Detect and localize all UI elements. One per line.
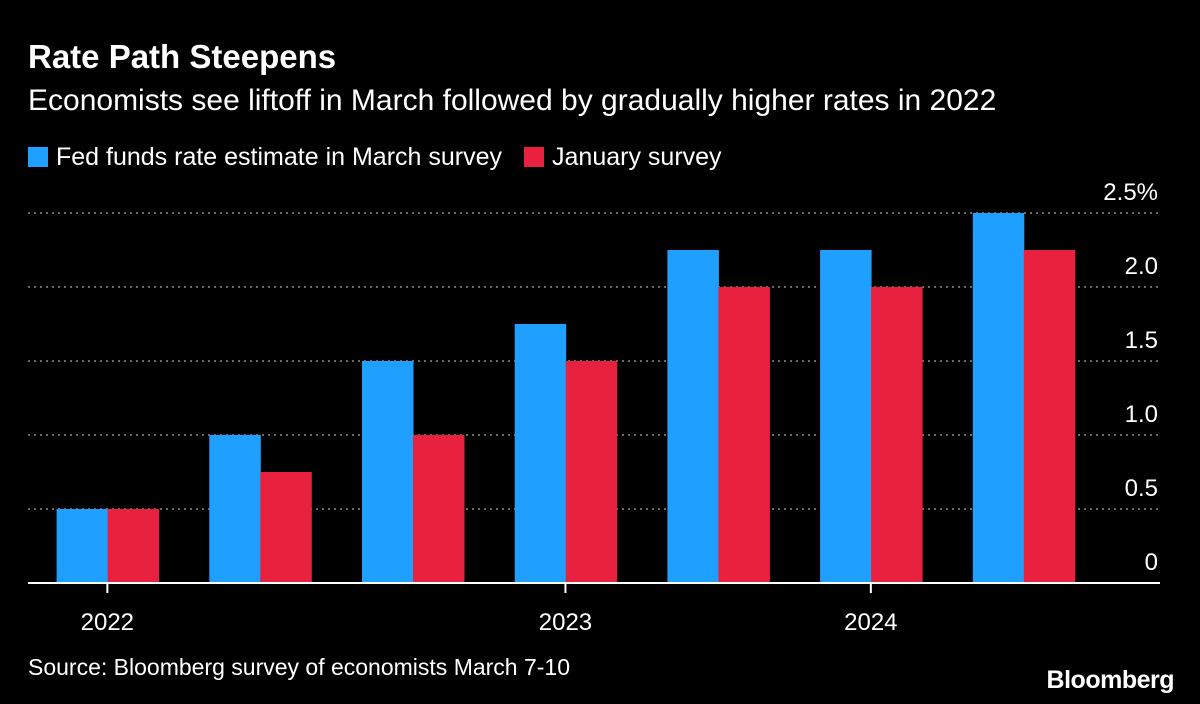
legend-label-march: Fed funds rate estimate in March survey — [56, 142, 503, 171]
bar-january — [413, 435, 465, 583]
bar-january — [260, 472, 312, 583]
y-tick-label: 1.5 — [1125, 327, 1158, 354]
legend-item-january: January survey — [524, 143, 722, 172]
bar-january — [1023, 250, 1076, 583]
legend-label-january: January survey — [552, 142, 722, 171]
x-tick-label: 2024 — [844, 609, 897, 636]
bar-january — [107, 509, 160, 583]
y-tick-label: 0 — [1145, 549, 1158, 576]
x-tick-label: 2023 — [539, 609, 592, 636]
bar-january — [565, 361, 618, 583]
legend-swatch-march — [28, 147, 48, 167]
chart-title: Rate Path Steepens — [28, 38, 337, 75]
bar-january — [871, 287, 923, 583]
bar-march — [56, 509, 109, 583]
bar-march — [972, 213, 1025, 583]
bar-march — [820, 250, 872, 583]
bloomberg-logo: Bloomberg — [1046, 666, 1175, 694]
bar-january — [718, 287, 770, 583]
bar-march — [667, 250, 719, 583]
legend-item-march: Fed funds rate estimate in March survey — [28, 143, 502, 172]
y-tick-label: 1.0 — [1125, 401, 1158, 428]
y-tick-label: 0.5 — [1125, 475, 1158, 502]
source-note: Source: Bloomberg survey of economists M… — [28, 654, 571, 680]
y-tick-label: 2.5% — [1103, 179, 1158, 206]
x-tick-label: 2022 — [81, 609, 134, 636]
legend-swatch-january — [524, 147, 545, 167]
bar-march — [514, 324, 567, 583]
bar-march — [209, 435, 261, 583]
chart-subtitle: Economists see liftoff in March followed… — [28, 84, 997, 117]
legend: Fed funds rate estimate in March survey … — [28, 142, 744, 172]
bar-march — [362, 361, 414, 583]
y-tick-label: 2.0 — [1125, 253, 1158, 280]
